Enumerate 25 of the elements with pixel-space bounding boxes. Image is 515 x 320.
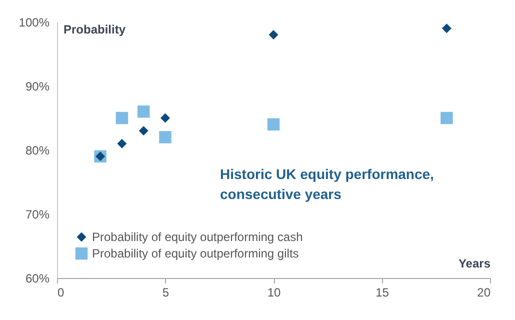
y-tick-label: 60% <box>25 272 50 286</box>
point <box>117 138 127 148</box>
x-tick-label: 20 <box>477 286 491 300</box>
point <box>138 126 148 136</box>
y-tick-label: 100% <box>18 16 50 30</box>
legend-label: Probability of equity outperforming gilts <box>92 246 299 260</box>
point <box>116 112 128 124</box>
point <box>442 24 452 34</box>
x-tick-label: 15 <box>376 286 390 300</box>
point <box>268 30 278 40</box>
y-axis-title: Probability <box>64 22 126 36</box>
x-axis-title: Years <box>458 256 491 270</box>
point <box>440 112 453 124</box>
y-tick-label: 70% <box>25 208 50 222</box>
y-tick-label: 80% <box>25 144 50 158</box>
x-tick-label: 10 <box>267 286 281 300</box>
legend-label: Probability of equity outperforming cash <box>92 230 303 244</box>
point <box>267 118 280 131</box>
x-tick-label: 5 <box>162 286 170 300</box>
point <box>160 113 170 123</box>
point <box>137 105 150 118</box>
point <box>159 131 172 144</box>
x-tick-label: 0 <box>58 286 64 300</box>
annotation: Historic UK equity performance, consecutive years <box>220 166 434 202</box>
y-tick-label: 90% <box>25 80 50 94</box>
